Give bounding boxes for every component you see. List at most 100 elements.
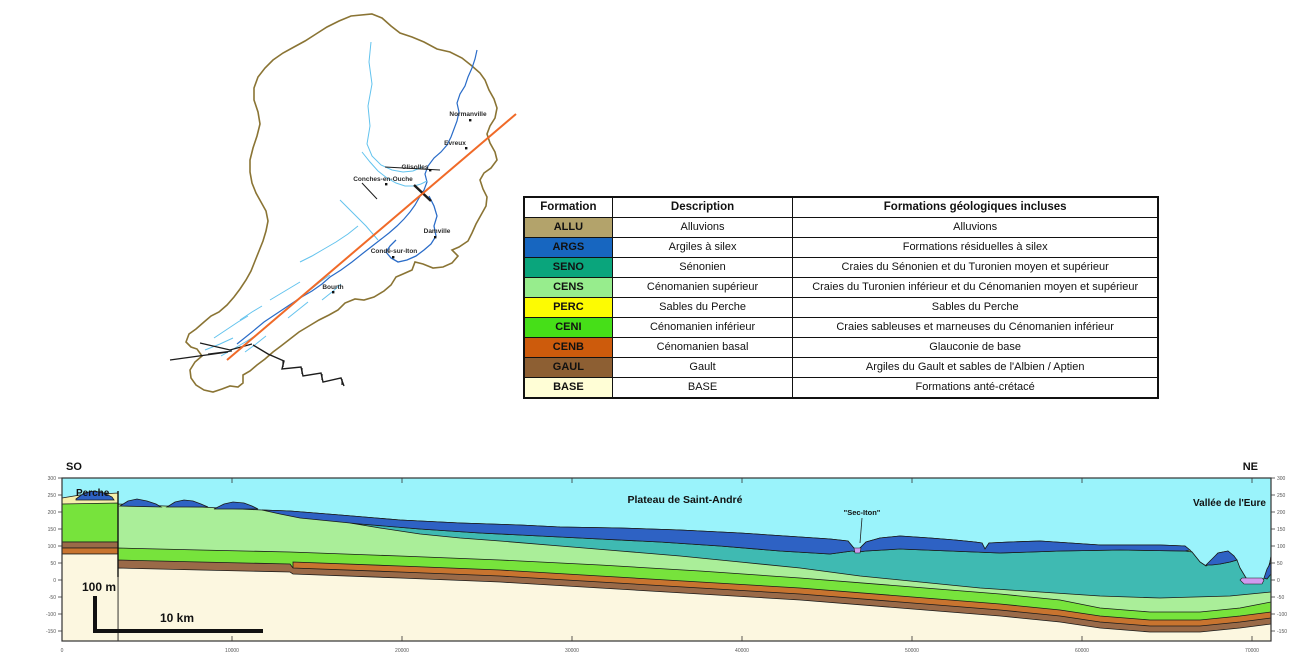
legend-row-args: ARGS Argiles à silex Formations résiduel… [523, 237, 1159, 258]
label-vallee-eure: Vallée de l'Eure [1193, 498, 1266, 509]
y-axis-labels-left: 300 250 200 150 100 50 0 -50 -100 -150 [46, 476, 56, 635]
legend-row-seno: SENO Sénonien Craies du Sénonien et du T… [523, 257, 1159, 278]
svg-text:300: 300 [1277, 476, 1286, 482]
svg-text:50: 50 [1277, 561, 1283, 567]
formation-description: Cénomanien inférieur [611, 317, 794, 338]
river-damville-branch [385, 195, 438, 263]
city-dots [332, 119, 472, 294]
block-base [61, 553, 119, 642]
block-cenb [61, 547, 119, 555]
formation-description: BASE [611, 377, 794, 399]
formation-includes: Argiles du Gault et sables de l'Albien /… [792, 357, 1159, 378]
formation-description: Argiles à silex [611, 237, 794, 258]
svg-text:200: 200 [1277, 510, 1286, 516]
formation-code-swatch: ARGS [523, 237, 613, 258]
svg-text:200: 200 [48, 510, 57, 516]
block-gaul [61, 541, 119, 549]
direction-label-so: SO [66, 461, 82, 473]
svg-text:-150: -150 [1277, 629, 1287, 635]
formation-includes: Formations résiduelles à silex [792, 237, 1159, 258]
formation-includes: Glauconie de base [792, 337, 1159, 358]
formation-code-swatch: SENO [523, 257, 613, 278]
scale-horizontal-label: 10 km [160, 611, 194, 625]
svg-text:250: 250 [48, 493, 57, 499]
formation-legend-table: Formation Description Formations géologi… [523, 196, 1159, 399]
formation-code-swatch: PERC [523, 297, 613, 318]
formation-includes: Craies du Sénonien et du Turonien moyen … [792, 257, 1159, 278]
formation-includes: Formations anté-crétacé [792, 377, 1159, 399]
formation-code-swatch: CENB [523, 337, 613, 358]
svg-text:40000: 40000 [735, 648, 749, 654]
formation-description: Sénonien [611, 257, 794, 278]
city-label-bourth: Bourth [322, 284, 343, 291]
layer-args [261, 509, 1191, 555]
svg-text:-50: -50 [1277, 595, 1284, 601]
city-label-glisolles: Glisolles [401, 164, 428, 171]
label-sec-iton: "Sec-Iton" [844, 508, 881, 517]
city-label-evreux: Evreux [444, 140, 466, 147]
city-label-normanville: Normanville [449, 111, 487, 118]
direction-label-ne: NE [1243, 461, 1258, 473]
svg-text:0: 0 [53, 578, 56, 584]
formation-description: Alluvions [611, 217, 794, 238]
legend-row-base: BASE BASE Formations anté-crétacé [523, 377, 1159, 399]
legend-row-allu: ALLU Alluvions Alluvions [523, 217, 1159, 238]
svg-text:-150: -150 [46, 629, 56, 635]
svg-text:0: 0 [61, 648, 64, 654]
svg-text:10000: 10000 [225, 648, 239, 654]
legend-header-includes: Formations géologiques incluses [792, 196, 1159, 218]
scale-bar [93, 596, 263, 633]
legend-row-perc: PERC Sables du Perche Sables du Perche [523, 297, 1159, 318]
geological-cross-section: 300 250 200 150 100 50 0 -50 -100 -150 3… [46, 461, 1287, 654]
svg-text:100: 100 [48, 544, 57, 550]
legend-header-row: Formation Description Formations géologi… [523, 196, 1159, 218]
block-args-mound [75, 490, 115, 501]
svg-text:50: 50 [50, 561, 56, 567]
svg-text:70000: 70000 [1245, 648, 1259, 654]
y-axis-labels-right: 300 250 200 150 100 50 0 -50 -100 -150 [1277, 476, 1287, 635]
city-label-damville: Damville [424, 228, 451, 235]
legend-header-description: Description [611, 196, 794, 218]
river-iton [236, 49, 478, 345]
river-tributaries [204, 41, 428, 357]
svg-text:250: 250 [1277, 493, 1286, 499]
city-label-conches: Conches-en-Ouche [353, 176, 413, 183]
formation-code-swatch: CENS [523, 277, 613, 298]
scale-vertical-label: 100 m [82, 580, 116, 594]
label-perche: Perche [76, 488, 110, 499]
legend-row-cenb: CENB Cénomanien basal Glauconie de base [523, 337, 1159, 358]
svg-text:100: 100 [1277, 544, 1286, 550]
formation-code-swatch: CENI [523, 317, 613, 338]
legend-row-cens: CENS Cénomanien supérieur Craies du Turo… [523, 277, 1159, 298]
svg-text:300: 300 [48, 476, 57, 482]
section-frame [61, 477, 1272, 642]
layer-base [117, 567, 1272, 642]
formation-includes: Craies sableuses et marneuses du Cénoman… [792, 317, 1159, 338]
label-plateau-saint-andre: Plateau de Saint-André [628, 494, 743, 506]
x-axis-labels: 0 10000 20000 30000 40000 50000 60000 70… [61, 648, 1260, 654]
allu-patches [853, 547, 1265, 585]
svg-text:150: 150 [48, 527, 57, 533]
svg-text:-100: -100 [46, 612, 56, 618]
block-ceni [61, 502, 119, 543]
fault-lines [169, 166, 441, 387]
formation-description: Cénomanien supérieur [611, 277, 794, 298]
formation-includes: Alluvions [792, 217, 1159, 238]
legend-row-ceni: CENI Cénomanien inférieur Craies sableus… [523, 317, 1159, 338]
sec-iton-leader-line [859, 517, 863, 544]
axis-ticks [58, 477, 1275, 641]
args-mounds [118, 498, 1272, 580]
perche-fault-block [61, 490, 119, 642]
legend-header-formation: Formation [523, 196, 613, 218]
svg-text:-50: -50 [49, 595, 56, 601]
svg-text:60000: 60000 [1075, 648, 1089, 654]
svg-text:30000: 30000 [565, 648, 579, 654]
watershed-map: Normanville Evreux Glisolles Conches-en-… [169, 13, 517, 393]
svg-text:50000: 50000 [905, 648, 919, 654]
formation-description: Sables du Perche [611, 297, 794, 318]
section-trace-line [226, 113, 517, 361]
formation-includes: Craies du Turonien inférieur et du Cénom… [792, 277, 1159, 298]
formation-includes: Sables du Perche [792, 297, 1159, 318]
city-label-conde: Condé-sur-Iton [371, 248, 418, 255]
formation-code-swatch: GAUL [523, 357, 613, 378]
